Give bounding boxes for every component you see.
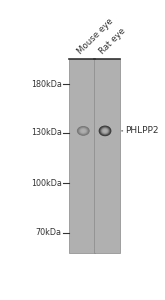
Text: 100kDa: 100kDa bbox=[31, 179, 62, 188]
Ellipse shape bbox=[104, 130, 106, 132]
Ellipse shape bbox=[79, 128, 88, 134]
Ellipse shape bbox=[82, 130, 85, 132]
Ellipse shape bbox=[100, 127, 110, 135]
Ellipse shape bbox=[101, 128, 109, 134]
Ellipse shape bbox=[102, 129, 108, 133]
Ellipse shape bbox=[99, 126, 111, 136]
Ellipse shape bbox=[77, 126, 90, 136]
Text: Mouse eye: Mouse eye bbox=[76, 16, 115, 56]
Ellipse shape bbox=[78, 127, 88, 135]
Ellipse shape bbox=[100, 127, 110, 135]
Ellipse shape bbox=[83, 130, 84, 131]
Bar bbox=[69, 59, 95, 253]
Ellipse shape bbox=[80, 128, 86, 133]
Ellipse shape bbox=[103, 129, 107, 133]
Ellipse shape bbox=[81, 129, 86, 133]
Text: Rat eye: Rat eye bbox=[97, 26, 127, 56]
Ellipse shape bbox=[101, 128, 109, 134]
Text: 130kDa: 130kDa bbox=[31, 128, 62, 137]
Ellipse shape bbox=[99, 126, 111, 136]
Text: PHLPP2: PHLPP2 bbox=[122, 126, 159, 135]
Ellipse shape bbox=[82, 130, 84, 132]
Ellipse shape bbox=[78, 127, 89, 135]
Bar bbox=[94, 59, 120, 253]
Ellipse shape bbox=[80, 128, 87, 134]
Ellipse shape bbox=[79, 128, 87, 134]
Text: 70kDa: 70kDa bbox=[35, 228, 62, 237]
Ellipse shape bbox=[99, 126, 111, 136]
Ellipse shape bbox=[82, 130, 85, 132]
Text: 180kDa: 180kDa bbox=[31, 80, 62, 89]
Ellipse shape bbox=[81, 129, 86, 133]
Ellipse shape bbox=[77, 126, 89, 135]
Ellipse shape bbox=[102, 128, 108, 134]
Ellipse shape bbox=[103, 129, 107, 132]
Ellipse shape bbox=[104, 130, 106, 132]
